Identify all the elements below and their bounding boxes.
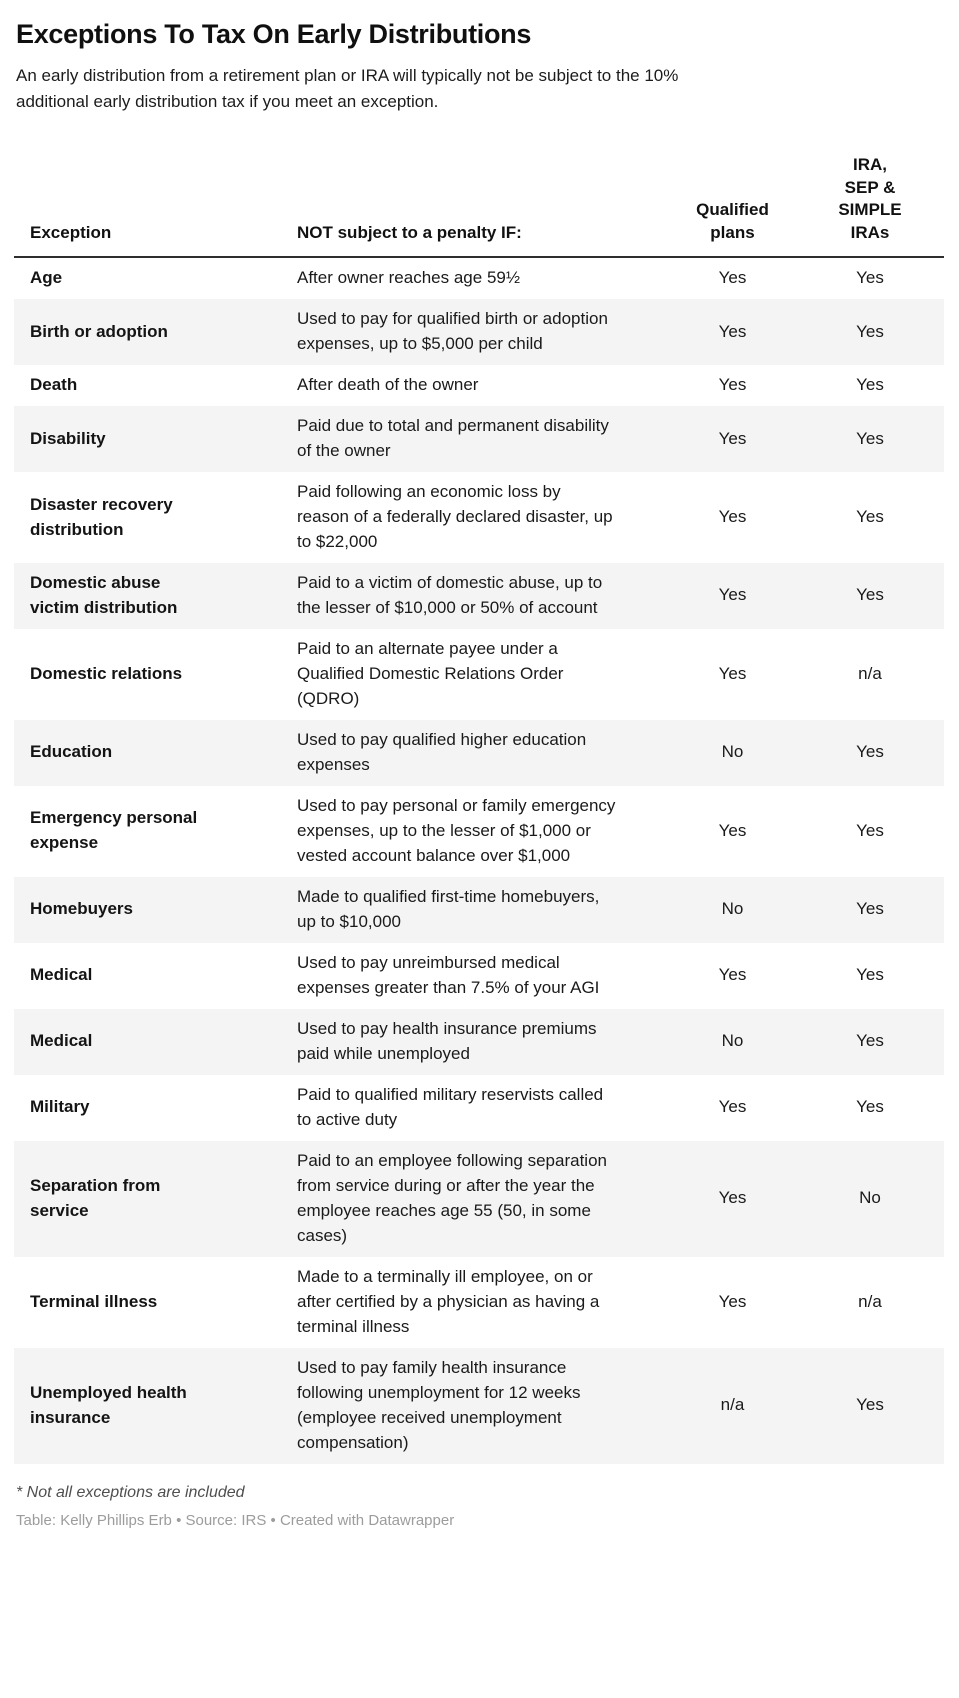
exception-cell: Domestic relations <box>30 663 183 683</box>
table-row: Age After owner reaches age 59½ Yes Yes <box>14 257 944 299</box>
ira-sep-simple-cell: Yes <box>856 742 884 762</box>
ira-sep-simple-cell: Yes <box>856 585 884 605</box>
exception-cell: Emergency personal expense <box>30 808 198 853</box>
column-header-ira-sep-simple: IRA, SEP & SIMPLE IRAs <box>796 154 944 259</box>
table-row: Medical Used to pay unreimbursed medical… <box>14 943 944 1009</box>
qualified-plans-cell: Yes <box>718 1097 747 1117</box>
ira-sep-simple-cell: n/a <box>858 1291 882 1311</box>
exception-cell: Homebuyers <box>30 899 133 919</box>
condition-cell: Paid to a victim of domestic abuse, up t… <box>297 573 603 617</box>
ira-sep-simple-cell: Yes <box>856 321 884 341</box>
condition-cell: Used to pay for qualified birth or adopt… <box>297 309 608 354</box>
table-row: Unemployed health insurance Used to pay … <box>14 1347 944 1464</box>
condition-cell: Paid due to total and permanent disabili… <box>297 416 609 461</box>
exception-cell: Domestic abuse victim distribution <box>30 573 178 617</box>
qualified-plans-cell: Yes <box>718 585 747 605</box>
ira-sep-simple-cell: n/a <box>858 663 882 683</box>
condition-cell: Paid following an economic loss by reaso… <box>297 482 613 552</box>
exception-cell: Medical <box>30 1031 93 1051</box>
ira-sep-simple-cell: Yes <box>856 375 884 395</box>
exception-cell: Education <box>30 742 113 762</box>
data-table: Exception NOT subject to a penalty IF: Q… <box>14 154 944 1464</box>
qualified-plans-cell: Yes <box>718 507 747 527</box>
condition-cell: Paid to an alternate payee under a Quali… <box>297 638 564 708</box>
condition-cell: Made to qualified first-time homebuyers,… <box>297 886 600 931</box>
exception-cell: Separation from service <box>30 1175 161 1220</box>
table-header-row: Exception NOT subject to a penalty IF: Q… <box>14 154 944 259</box>
exception-cell: Disaster recovery distribution <box>30 494 173 539</box>
exception-cell: Death <box>30 375 78 395</box>
qualified-plans-cell: Yes <box>718 268 747 288</box>
table-row: Education Used to pay qualified higher e… <box>14 719 944 786</box>
qualified-plans-cell: Yes <box>718 1188 747 1208</box>
ira-sep-simple-cell: Yes <box>856 899 884 919</box>
ira-sep-simple-cell: Yes <box>856 428 884 448</box>
ira-sep-simple-cell: Yes <box>856 1395 884 1415</box>
exception-cell: Military <box>30 1097 90 1117</box>
table-row: Emergency personal expense Used to pay p… <box>14 786 944 877</box>
qualified-plans-cell: No <box>721 1031 744 1051</box>
table-row: Domestic relations Paid to an alternate … <box>14 629 944 720</box>
ira-sep-simple-cell: Yes <box>856 820 884 840</box>
exception-cell: Birth or adoption <box>30 321 168 341</box>
condition-cell: After death of the owner <box>297 375 479 395</box>
table-body: Age After owner reaches age 59½ Yes Yes … <box>14 257 944 1464</box>
condition-cell: Used to pay health insurance premiums pa… <box>297 1018 597 1063</box>
ira-sep-simple-cell: Yes <box>856 507 884 527</box>
exception-cell: Disability <box>30 428 106 448</box>
qualified-plans-cell: Yes <box>718 321 747 341</box>
condition-cell: Used to pay qualified higher education e… <box>297 729 587 774</box>
condition-cell: Paid to an employee following separation… <box>297 1150 607 1245</box>
qualified-plans-cell: Yes <box>718 965 747 985</box>
ira-sep-simple-cell: Yes <box>856 1097 884 1117</box>
footnote: * Not all exceptions are included <box>16 1483 245 1501</box>
table-row: Terminal illness Made to a terminally il… <box>14 1257 944 1348</box>
qualified-plans-cell: Yes <box>718 428 747 448</box>
ira-sep-simple-cell: Yes <box>856 268 884 288</box>
condition-cell: After owner reaches age 59½ <box>297 268 521 288</box>
table-row: Birth or adoption Used to pay for qualif… <box>14 299 944 366</box>
qualified-plans-cell: Yes <box>718 1291 747 1311</box>
qualified-plans-cell: n/a <box>720 1395 745 1415</box>
table-row: Separation from service Paid to an emplo… <box>14 1140 944 1257</box>
condition-cell: Paid to qualified military reservists ca… <box>297 1084 604 1129</box>
qualified-plans-cell: Yes <box>718 820 747 840</box>
page-title: Exceptions To Tax On Early Distributions <box>16 19 532 49</box>
table-row: Homebuyers Made to qualified first-time … <box>14 876 944 943</box>
table-row: Disability Paid due to total and permane… <box>14 406 944 473</box>
column-header-exception: Exception <box>14 154 284 259</box>
table-row: Disaster recovery distribution Paid foll… <box>14 472 944 563</box>
exception-cell: Medical <box>30 965 93 985</box>
condition-cell: Used to pay personal or family emergency… <box>297 795 616 865</box>
qualified-plans-cell: No <box>721 742 744 762</box>
table-description: An early distribution from a retirement … <box>16 66 679 111</box>
qualified-plans-cell: Yes <box>718 375 747 395</box>
column-header-condition: NOT subject to a penalty IF: <box>284 154 669 259</box>
ira-sep-simple-cell: No <box>859 1188 881 1208</box>
condition-cell: Used to pay unreimbursed medical expense… <box>297 952 600 997</box>
table-row: Domestic abuse victim distribution Paid … <box>14 563 944 629</box>
ira-sep-simple-cell: Yes <box>856 1031 884 1051</box>
exception-cell: Unemployed health insurance <box>30 1382 187 1427</box>
exception-cell: Terminal illness <box>30 1291 158 1311</box>
table-row: Death After death of the owner Yes Yes <box>14 365 944 406</box>
exception-cell: Age <box>30 268 63 288</box>
attribution: Table: Kelly Phillips Erb • Source: IRS … <box>16 1512 455 1530</box>
condition-cell: Used to pay family health insurance foll… <box>297 1357 581 1452</box>
qualified-plans-cell: No <box>721 899 744 919</box>
table-row: Medical Used to pay health insurance pre… <box>14 1008 944 1075</box>
table-row: Military Paid to qualified military rese… <box>14 1075 944 1141</box>
column-header-qualified-plans: Qualified plans <box>669 154 796 259</box>
condition-cell: Made to a terminally ill employee, on or… <box>297 1266 600 1336</box>
qualified-plans-cell: Yes <box>718 663 747 683</box>
ira-sep-simple-cell: Yes <box>856 965 884 985</box>
